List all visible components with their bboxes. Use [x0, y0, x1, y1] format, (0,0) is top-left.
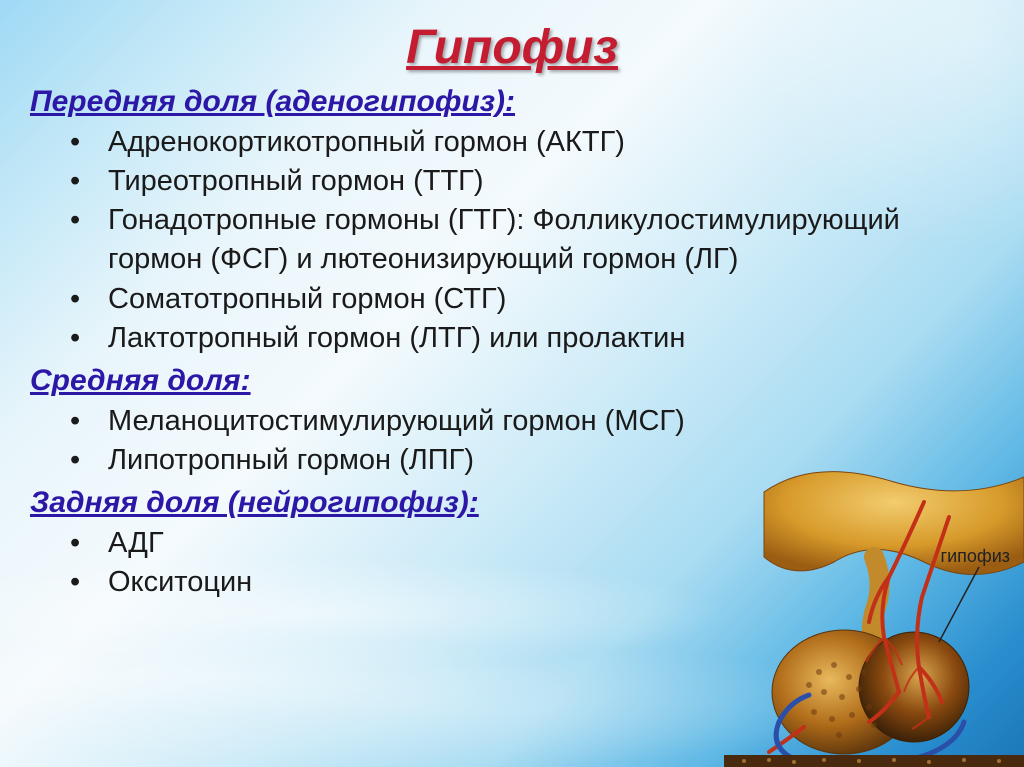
list-item: Адренокортикотропный гормон (АКТГ) — [70, 123, 994, 162]
middle-list: Меланоцитостимулирующий гормон (МСГ) Лип… — [70, 402, 994, 480]
list-item: Соматотропный гормон (СТГ) — [70, 280, 994, 319]
list-item: Липотропный гормон (ЛПГ) — [70, 441, 994, 480]
slide-title: Гипофиз — [30, 20, 994, 75]
list-item: Окситоцин — [70, 563, 994, 602]
posterior-list: АДГ Окситоцин — [70, 524, 994, 602]
list-item: Меланоцитостимулирующий гормон (МСГ) — [70, 402, 994, 441]
list-item: Тиреотропный гормон (ТТГ) — [70, 162, 994, 201]
section-heading-posterior: Задняя доля (нейрогипофиз): — [30, 486, 994, 520]
anatomy-label: гипофиз — [941, 546, 1011, 567]
list-item: Гонадотропные гормоны (ГТГ): Фолликулост… — [70, 201, 994, 279]
section-heading-middle: Средняя доля: — [30, 364, 994, 398]
slide-content: Гипофиз Передняя доля (аденогипофиз): Ад… — [30, 20, 994, 602]
anterior-list: Адренокортикотропный гормон (АКТГ) Тирео… — [70, 123, 994, 358]
list-item: АДГ — [70, 524, 994, 563]
section-heading-anterior: Передняя доля (аденогипофиз): — [30, 85, 994, 119]
list-item: Лактотропный гормон (ЛТГ) или пролактин — [70, 319, 994, 358]
